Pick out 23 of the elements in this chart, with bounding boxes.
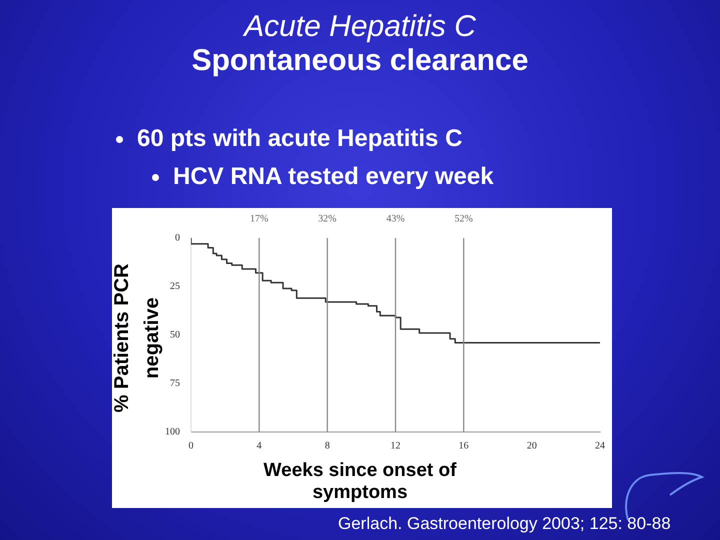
y-tick-label: 0 bbox=[175, 232, 180, 244]
text: 17% bbox=[250, 214, 268, 225]
text: Gerlach. Gastroenterology 2003; 125: 80-88 bbox=[338, 514, 671, 534]
x-tick-label: 0 bbox=[188, 440, 194, 452]
text: 52% bbox=[454, 214, 473, 225]
y-tick-label: 75 bbox=[170, 378, 180, 390]
y-tick-label: 100 bbox=[165, 426, 180, 438]
x-tick-label: 20 bbox=[526, 440, 537, 452]
x-tick-label: 16 bbox=[458, 440, 469, 452]
chart-subtitle: Spontaneous clearance bbox=[190, 44, 530, 78]
text: 60 pts with acute Hepatitis C bbox=[137, 125, 462, 152]
text: HCV RNA tested every week bbox=[173, 163, 494, 190]
x-tick-label: 8 bbox=[324, 440, 330, 452]
y-tick-label: 50 bbox=[170, 330, 180, 341]
chart-title: Acute Hepatitis C bbox=[242, 10, 477, 44]
x-tick-label: 24 bbox=[595, 440, 605, 452]
x-tick-label: 12 bbox=[390, 440, 400, 452]
x-tick-label: 4 bbox=[256, 440, 262, 452]
text: 32% bbox=[318, 214, 337, 225]
y-tick-label: 25 bbox=[170, 281, 180, 292]
y-axis-title: % Patients PCR negative bbox=[111, 264, 163, 412]
x-axis-title: Weeks since onset of symptoms bbox=[262, 460, 458, 504]
text: 43% bbox=[386, 214, 405, 225]
